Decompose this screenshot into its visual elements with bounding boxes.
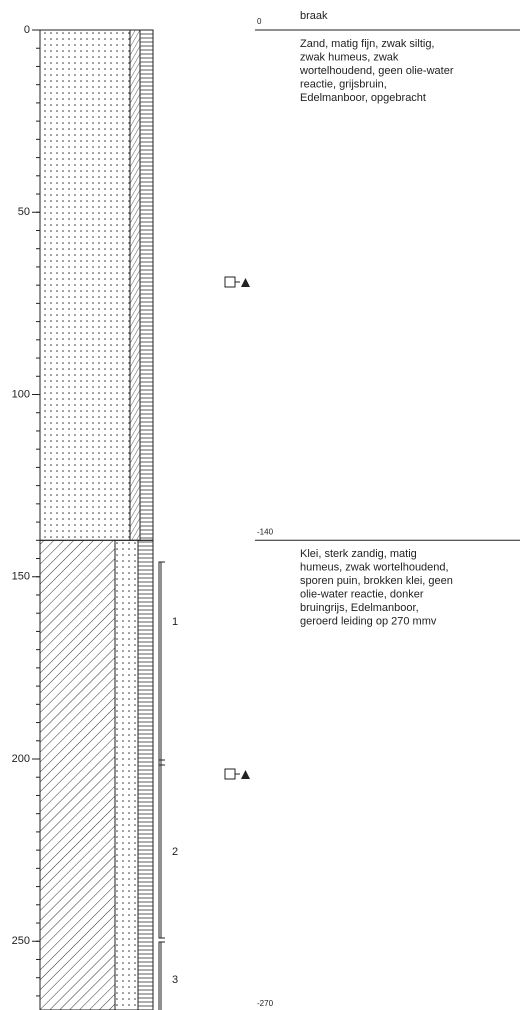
depth-label: 200 — [12, 753, 30, 765]
clay-dots — [114, 539, 139, 1010]
clay-fill — [39, 539, 116, 1010]
layer-description: wortelhoudend, geen olie-water — [299, 65, 454, 77]
layer-description: Zand, matig fijn, zwak siltig, — [300, 38, 435, 50]
sample-bracket — [158, 759, 165, 939]
layer-name: braak — [300, 10, 328, 22]
sample-marker — [224, 276, 250, 288]
boundary-label: -140 — [257, 527, 274, 536]
sample-marker — [224, 768, 250, 780]
sample-label: 3 — [172, 974, 178, 986]
sand-lines — [139, 29, 154, 541]
sample-label: 2 — [172, 846, 178, 858]
layer-description: olie-water reactie, donker — [300, 589, 424, 601]
boundary-label: 0 — [257, 17, 262, 26]
layer-description: geroerd leiding op 270 mmv — [300, 616, 437, 628]
sample-bracket — [158, 941, 165, 1010]
depth-label: 0 — [24, 24, 30, 36]
layer-description: humeus, zwak wortelhoudend, — [300, 562, 449, 574]
layer-description: reactie, grijsbruin, — [300, 78, 387, 90]
sample-label: 1 — [172, 616, 178, 628]
sample-bracket — [158, 561, 165, 766]
sand-hatch — [129, 29, 141, 541]
layer-description: Klei, sterk zandig, matig — [300, 548, 417, 560]
sand-fill — [39, 29, 131, 541]
layer-description: sporen puin, brokken klei, geen — [300, 575, 453, 587]
layer-description: bruingrijs, Edelmanboor, — [300, 602, 419, 614]
layer-description: zwak humeus, zwak — [300, 51, 399, 63]
depth-label: 150 — [12, 571, 30, 583]
layer-description: Edelmanboor, opgebracht — [300, 92, 426, 104]
log-column — [32, 29, 154, 1010]
depth-label: 50 — [18, 206, 30, 218]
clay-lines — [137, 539, 154, 1010]
depth-label: 100 — [12, 388, 30, 400]
bottom-label: -270 — [257, 999, 274, 1008]
depth-label: 250 — [12, 935, 30, 947]
